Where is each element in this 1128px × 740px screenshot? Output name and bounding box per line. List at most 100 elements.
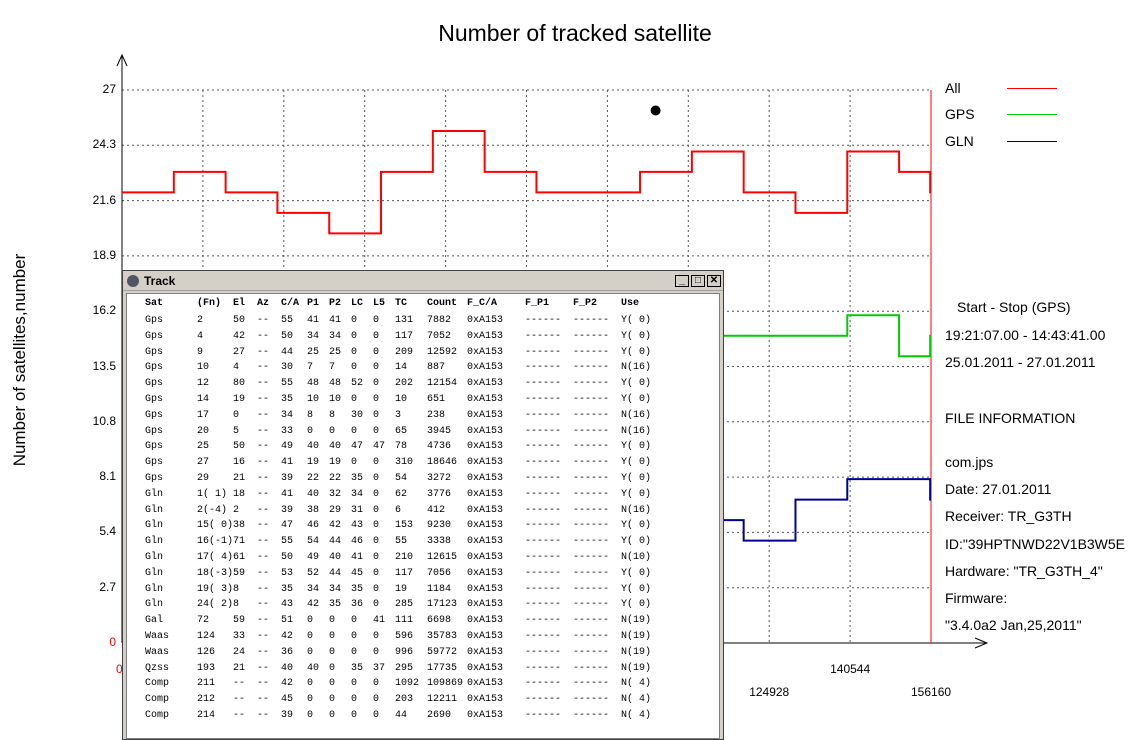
file-info-header: FILE INFORMATION bbox=[945, 410, 1076, 426]
table-cell: 32 bbox=[329, 488, 342, 500]
table-cell: 0 bbox=[373, 330, 380, 342]
maximize-button[interactable]: □ bbox=[691, 274, 705, 287]
file-name: com.jps bbox=[945, 454, 994, 470]
legend-swatch-gln bbox=[1007, 141, 1057, 142]
table-cell: 0xA153 bbox=[467, 710, 504, 721]
table-row[interactable]: Gln 19( 3) 8 -- 35 34 34 35 0 19 1184 0xA153 ------ -… bbox=[127, 582, 717, 597]
table-row[interactable]: Gps 25 50 -- 49 40 40 47 47 78 4736 0xA153 ------ ---… bbox=[127, 439, 717, 454]
table-row[interactable]: Gln 2(-4) 2 -- 39 38 29 31 0 6 412 0xA153 ------ ----… bbox=[127, 503, 717, 518]
table-cell: 45 bbox=[281, 694, 294, 706]
table-cell: 78 bbox=[395, 441, 408, 453]
table-row[interactable]: Gps 12 80 -- 55 48 48 52 0 202 12154 0xA153 ------ --… bbox=[127, 376, 717, 391]
track-window-titlebar[interactable]: Track _ □ ✕ bbox=[123, 271, 723, 291]
table-cell: 20 bbox=[197, 425, 210, 437]
table-row[interactable]: Gln 15( 0) 38 -- 47 46 42 43 0 153 9230 0xA153 -----… bbox=[127, 518, 717, 533]
table-cell: ------ bbox=[525, 567, 562, 579]
table-cell: 9 bbox=[197, 346, 204, 358]
table-row[interactable]: Waas 126 24 -- 36 0 0 0 0 996 59772 0xA153 ------ ---… bbox=[127, 645, 717, 660]
table-cell: 0xA153 bbox=[467, 425, 504, 437]
table-cell: Y( 0) bbox=[621, 457, 652, 469]
table-row[interactable]: Waas 124 33 -- 42 0 0 0 0 596 35783 0xA153 ------ ---… bbox=[127, 629, 717, 644]
table-cell: 12 bbox=[197, 378, 210, 390]
table-cell: ------ bbox=[573, 520, 610, 532]
table-cell: 6 bbox=[395, 504, 402, 516]
table-row[interactable]: Gln 16(-1) 71 -- 55 54 44 46 0 55 3338 0xA153 ------… bbox=[127, 534, 717, 549]
table-cell: 62 bbox=[395, 488, 408, 500]
table-cell: 52 bbox=[351, 378, 364, 390]
table-row[interactable]: Comp 212 -- -- 45 0 0 0 0 203 12211 0xA153 ------ ---… bbox=[127, 692, 717, 707]
table-cell: ------ bbox=[573, 473, 610, 484]
table-cell: 41 bbox=[307, 315, 320, 326]
legend-label-all: All bbox=[945, 80, 961, 96]
table-cell: 0 bbox=[351, 678, 358, 690]
table-cell: 55 bbox=[395, 536, 408, 548]
column-header: F_P1 bbox=[525, 298, 550, 309]
table-cell: N(16) bbox=[621, 425, 652, 437]
table-row[interactable]: Gps 27 16 -- 41 19 19 0 0 310 18646 0xA153 ------ ---… bbox=[127, 455, 717, 470]
table-row[interactable]: Qzss 193 21 -- 40 40 0 35 37 295 17735 0xA153 ------… bbox=[127, 661, 717, 676]
table-cell: 1184 bbox=[427, 583, 452, 595]
minimize-button[interactable]: _ bbox=[675, 274, 689, 287]
table-cell: 27 bbox=[233, 346, 246, 358]
table-cell: ------ bbox=[573, 346, 610, 358]
table-cell: ------ bbox=[573, 694, 610, 706]
table-cell: 59 bbox=[233, 567, 246, 579]
table-cell: 17735 bbox=[427, 662, 458, 674]
table-cell: Gln bbox=[145, 536, 164, 548]
table-cell: ------ bbox=[525, 710, 562, 721]
table-row[interactable]: Gps 9 27 -- 44 25 25 0 0 209 12592 0xA153 ------ ----… bbox=[127, 345, 717, 360]
table-cell: 8 bbox=[307, 409, 314, 421]
table-cell: 49 bbox=[281, 441, 294, 453]
table-cell: 109869 bbox=[427, 678, 464, 690]
table-row[interactable]: Gal 72 59 -- 51 0 0 0 41 111 6698 0xA153 ------ -----… bbox=[127, 613, 717, 628]
table-cell: Gps bbox=[145, 409, 164, 421]
receiver-id: ID:"39HPTNWD22V1B3W5E bbox=[945, 536, 1126, 552]
table-cell: 41 bbox=[281, 457, 294, 469]
table-row[interactable]: Comp 211 -- -- 42 0 0 0 0 1092 109869 0xA153 ------ -… bbox=[127, 676, 717, 691]
table-cell: ------ bbox=[573, 362, 610, 374]
column-header: P2 bbox=[329, 298, 342, 309]
table-cell: ------ bbox=[573, 457, 610, 469]
table-row[interactable]: Gps 4 42 -- 50 34 34 0 0 117 7052 0xA153 ------ -----… bbox=[127, 329, 717, 344]
table-row[interactable]: Gps 29 21 -- 39 22 22 35 0 54 3272 0xA153 ------ ----… bbox=[127, 471, 717, 486]
table-cell: ------ bbox=[525, 315, 562, 326]
table-cell: 0xA153 bbox=[467, 394, 504, 405]
table-cell: -- bbox=[257, 425, 270, 437]
table-row[interactable]: Gln 18(-3) 59 -- 53 52 44 45 0 117 7056 0xA153 -----… bbox=[127, 566, 717, 581]
table-cell: 34 bbox=[329, 330, 342, 342]
table-cell: -- bbox=[257, 662, 270, 674]
table-cell: ------ bbox=[525, 662, 562, 674]
receiver: Receiver: TR_G3TH bbox=[945, 508, 1072, 524]
table-row[interactable]: Gps 17 0 -- 34 8 8 30 0 3 238 0xA153 ------ ------ N(1… bbox=[127, 408, 717, 423]
table-cell: 59772 bbox=[427, 646, 458, 658]
y-tick-label: 27 bbox=[102, 82, 116, 96]
table-cell: -- bbox=[257, 346, 270, 358]
table-cell: 10 bbox=[329, 394, 342, 405]
table-row[interactable]: Gln 1( 1) 18 -- 41 40 32 34 0 62 3776 0xA153 ------ -… bbox=[127, 487, 717, 502]
table-cell: ------ bbox=[573, 599, 610, 611]
close-button[interactable]: ✕ bbox=[707, 274, 721, 287]
table-cell: ------ bbox=[573, 536, 610, 548]
table-row[interactable]: Gps 2 50 -- 55 41 41 0 0 131 7882 0xA153 ------ -----… bbox=[127, 313, 717, 328]
table-row[interactable]: Comp 214 -- -- 39 0 0 0 0 44 2690 0xA153 ------ -----… bbox=[127, 708, 717, 723]
table-cell: 22 bbox=[307, 473, 320, 484]
table-row[interactable]: Gln 17( 4) 61 -- 50 49 40 41 0 210 12615 0xA153 ----… bbox=[127, 550, 717, 565]
table-row[interactable]: Gps 14 19 -- 35 10 10 0 0 10 651 0xA153 ------ ------… bbox=[127, 392, 717, 407]
table-cell: 27 bbox=[197, 457, 210, 469]
table-cell: 65 bbox=[395, 425, 408, 437]
table-cell: 124 bbox=[197, 631, 216, 642]
table-cell: ------ bbox=[525, 394, 562, 405]
table-cell: 3945 bbox=[427, 425, 452, 437]
table-cell: 41 bbox=[329, 315, 342, 326]
table-cell: 0 bbox=[373, 678, 380, 690]
x-axis-arrow bbox=[974, 637, 989, 649]
track-window-title: Track bbox=[144, 273, 176, 288]
table-cell: 50 bbox=[233, 315, 246, 326]
table-row[interactable]: Gps 20 5 -- 33 0 0 0 0 65 3945 0xA153 ------ ------ N(… bbox=[127, 424, 717, 439]
table-cell: ------ bbox=[525, 457, 562, 469]
table-cell: ------ bbox=[525, 409, 562, 421]
table-cell: ------ bbox=[573, 662, 610, 674]
table-row[interactable]: Gps 10 4 -- 30 7 7 0 0 14 887 0xA153 ------ ------ N(1… bbox=[127, 360, 717, 375]
track-window[interactable]: Track _ □ ✕ Sat (Fn) El Az C/A P1 P2 LC L5 TC Coun… bbox=[122, 270, 724, 740]
table-row[interactable]: Gln 24( 2) 8 -- 43 42 35 36 0 285 17123 0xA153 -----… bbox=[127, 597, 717, 612]
